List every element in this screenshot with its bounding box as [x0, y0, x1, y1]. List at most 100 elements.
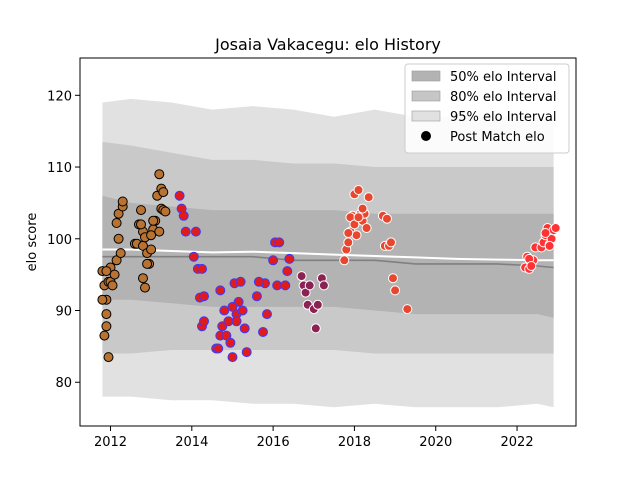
mean-line	[102, 248, 554, 262]
data-point	[136, 219, 146, 230]
data-point	[312, 299, 323, 310]
data-point	[101, 266, 112, 277]
data-point	[213, 343, 224, 354]
data-point	[361, 223, 372, 233]
data-point	[111, 218, 122, 228]
legend-box	[404, 63, 570, 154]
data-point	[215, 285, 226, 296]
data-point	[386, 237, 396, 248]
data-point	[154, 226, 165, 237]
data-point	[540, 228, 551, 238]
data-point	[199, 316, 209, 327]
data-point	[109, 269, 120, 280]
trend-lines	[102, 248, 554, 269]
data-point	[101, 309, 112, 320]
data-point	[227, 352, 238, 363]
y-axis-label: elo score	[25, 213, 40, 272]
x-tick-label: 2022	[501, 435, 534, 450]
median-line	[102, 255, 554, 269]
data-point	[241, 347, 252, 358]
y-tick-label: 120	[47, 89, 72, 104]
data-point	[138, 273, 148, 284]
legend: 50% elo Interval 80% elo Interval 95% elo …	[404, 63, 570, 154]
data-point	[97, 294, 108, 305]
data-point	[390, 285, 401, 296]
data-point	[402, 304, 413, 315]
data-point	[343, 228, 354, 238]
data-point	[357, 203, 368, 214]
data-point	[353, 185, 364, 195]
data-point	[239, 323, 250, 334]
legend-label: 95% elo Interval	[450, 110, 557, 125]
data-point	[146, 230, 157, 241]
data-point	[296, 271, 307, 282]
legend-swatch	[411, 110, 441, 122]
data-point	[148, 215, 159, 226]
data-point	[197, 263, 207, 274]
x-tick-label: 2012	[94, 435, 127, 450]
data-point	[237, 305, 248, 316]
y-tick-label: 90	[55, 305, 72, 320]
data-point	[251, 291, 262, 302]
legend-swatch	[411, 90, 441, 102]
data-point	[190, 226, 201, 237]
data-point	[258, 327, 268, 337]
data-point	[310, 323, 321, 334]
data-point	[180, 226, 191, 237]
post-match-points	[97, 169, 561, 363]
plot-frame	[79, 57, 577, 427]
data-point	[99, 330, 110, 341]
chart-title: Josaia Vakacegu: elo History	[214, 35, 441, 54]
legend-marker	[421, 131, 431, 141]
legend-swatch	[411, 70, 441, 82]
data-point	[280, 280, 291, 291]
data-point	[103, 352, 114, 363]
data-point	[282, 266, 293, 277]
data-point	[304, 280, 315, 291]
data-point	[284, 253, 295, 264]
x-tick-label: 2016	[257, 435, 290, 450]
data-point	[174, 190, 185, 201]
data-point	[199, 291, 209, 302]
data-point	[158, 187, 169, 198]
x-tick-label: 2020	[419, 435, 452, 450]
data-point	[382, 213, 392, 224]
x-tick-label: 2018	[338, 435, 371, 450]
data-point	[178, 210, 189, 221]
data-point	[231, 316, 242, 327]
data-point	[117, 196, 128, 207]
data-point	[388, 273, 398, 284]
data-point	[107, 280, 118, 291]
data-point	[363, 192, 374, 203]
data-point	[550, 223, 561, 233]
legend-label: 50% elo Interval	[450, 70, 557, 85]
data-point	[140, 282, 150, 293]
y-tick-label: 100	[47, 233, 72, 248]
band-50	[102, 195, 554, 318]
data-point	[160, 206, 171, 217]
data-point	[351, 230, 362, 241]
data-point	[253, 276, 264, 287]
data-point	[262, 309, 272, 320]
data-point	[146, 244, 157, 255]
data-point	[353, 212, 364, 223]
x-axis: 2012 2014 2016 2018 2020 2022	[94, 426, 534, 450]
y-tick-label: 110	[47, 161, 72, 176]
data-point	[339, 255, 350, 266]
data-point	[227, 301, 238, 312]
y-axis: 80 90 100 110 120	[47, 89, 80, 391]
data-point	[113, 233, 124, 244]
legend-label: 80% elo Interval	[450, 90, 557, 105]
data-point	[526, 261, 537, 271]
data-point	[274, 237, 285, 248]
data-point	[343, 237, 354, 248]
data-point	[136, 205, 146, 216]
data-point	[544, 240, 555, 251]
x-tick-label: 2014	[175, 435, 208, 450]
data-point	[188, 251, 199, 262]
data-point	[235, 276, 246, 287]
data-point	[115, 248, 126, 259]
interval-bands	[102, 98, 554, 408]
data-point	[142, 258, 153, 269]
